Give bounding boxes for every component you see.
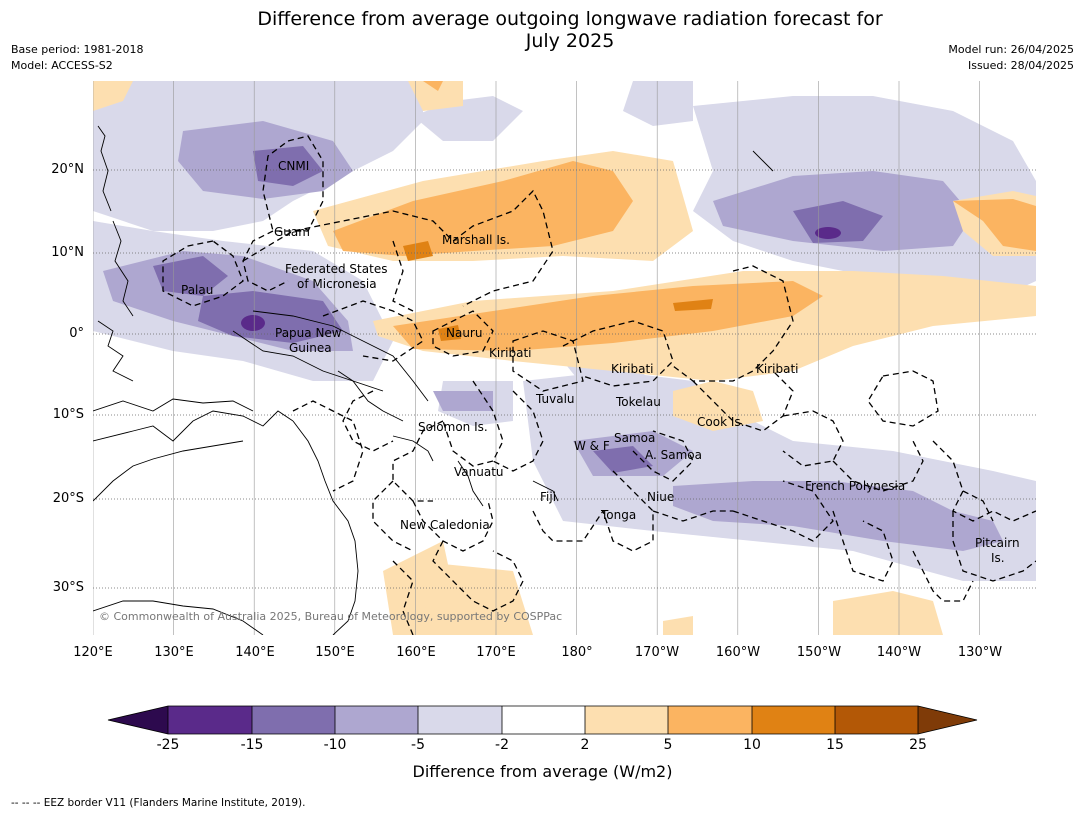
lon-label-150w: 150°W	[796, 645, 842, 660]
lon-label-120e: 120°E	[73, 645, 113, 660]
label-nauru: Nauru	[446, 326, 483, 340]
meta-right: Model run: 26/04/2025 Issued: 28/04/2025	[948, 42, 1074, 74]
label-cnmi: CNMI	[278, 159, 310, 173]
colorbar-tick-2: -10	[323, 737, 347, 753]
colorbar-tick-6: 5	[663, 737, 673, 753]
label-guam: Guam	[274, 225, 310, 239]
label-pitcairn-line1: Pitcairn	[975, 536, 1020, 550]
title-line-1: Difference from average outgoing longwav…	[257, 8, 883, 30]
label-kiribati-west: Kiribati	[489, 346, 532, 360]
lon-label-170w: 170°W	[634, 645, 680, 660]
colorbar	[107, 705, 978, 735]
anomaly-dark-orange	[403, 241, 713, 341]
lat-label-10n: 10°N	[51, 245, 84, 260]
label-cook: Cook Is.	[697, 415, 745, 429]
colorbar-tick-3: -5	[411, 737, 425, 753]
model-name: Model: ACCESS-S2	[11, 59, 113, 72]
label-png-line1: Papua New	[275, 326, 342, 340]
label-vanuatu: Vanuatu	[454, 465, 504, 479]
anomaly-mid-orange	[333, 81, 1036, 351]
label-niue: Niue	[647, 490, 675, 504]
colorbar-tick-9: 25	[909, 737, 927, 753]
colorbar-segment-2	[252, 706, 335, 734]
colorbar-segment-6	[585, 706, 668, 734]
meta-left: Base period: 1981-2018 Model: ACCESS-S2	[11, 42, 143, 74]
lat-label-10s: 10°S	[52, 407, 84, 422]
anomaly-deep-purple	[241, 227, 841, 331]
lon-label-130w: 130°W	[957, 645, 1003, 660]
label-marshall: Marshall Is.	[442, 233, 510, 247]
label-solomon: Solomon Is.	[418, 420, 488, 434]
colorbar-segment-1	[168, 706, 252, 734]
colorbar-dividers	[167, 706, 919, 734]
label-png-line2: Guinea	[289, 341, 332, 355]
lat-label-20n: 20°N	[51, 162, 84, 177]
base-period: Base period: 1981-2018	[11, 43, 144, 56]
label-kiribati-central: Kiribati	[611, 362, 654, 376]
colorbar-tick-5: 2	[580, 737, 590, 753]
colorbar-tick-1: -15	[240, 737, 264, 753]
lat-label-20s: 20°S	[52, 491, 84, 506]
colorbar-tick-8: 15	[826, 737, 844, 753]
label-fiji: Fiji	[540, 490, 557, 504]
model-run: Model run: 26/04/2025	[948, 43, 1074, 56]
label-tuvalu: Tuvalu	[536, 392, 575, 406]
label-french-polynesia: French Polynesia	[805, 479, 906, 493]
lon-label-130e: 130°E	[154, 645, 194, 660]
colorbar-label: Difference from average (W/m2)	[412, 762, 673, 781]
latitude-gridlines	[93, 169, 1036, 589]
label-wallis-futuna: W & F	[574, 439, 610, 453]
label-fsm-line2: of Micronesia	[297, 277, 377, 291]
lon-label-160e: 160°E	[396, 645, 436, 660]
colorbar-extend-high	[918, 706, 977, 734]
coastlines	[93, 125, 774, 635]
colorbar-tick-4: -2	[495, 737, 509, 753]
title-line-2: July 2025	[525, 30, 615, 52]
map-panel	[93, 81, 1036, 635]
label-kiribati-east: Kiribati	[756, 362, 799, 376]
colorbar-segment-3	[335, 706, 418, 734]
label-tokelau: Tokelau	[616, 395, 661, 409]
lon-label-160w: 160°W	[715, 645, 761, 660]
chart-title: Difference from average outgoing longwav…	[0, 8, 1085, 52]
lon-label-150e: 150°E	[315, 645, 355, 660]
colorbar-segment-7	[668, 706, 752, 734]
colorbar-tick-7: 10	[743, 737, 761, 753]
label-palau: Palau	[181, 283, 214, 297]
eez-footer-note: -- -- -- EEZ border V11 (Flanders Marine…	[11, 797, 306, 809]
label-american-samoa: A. Samoa	[645, 448, 702, 462]
colorbar-segment-8	[752, 706, 835, 734]
lon-label-180: 180°	[561, 645, 593, 660]
lon-label-170e: 170°E	[476, 645, 516, 660]
label-pitcairn-line2: Is.	[991, 551, 1005, 565]
map-svg	[93, 81, 1036, 635]
copyright-notice: © Commonwealth of Australia 2025, Bureau…	[99, 610, 563, 623]
colorbar-segment-5	[502, 706, 585, 734]
lon-label-140w: 140°W	[876, 645, 922, 660]
lat-label-0: 0°	[69, 326, 84, 341]
colorbar-tick-0: -25	[156, 737, 180, 753]
label-samoa: Samoa	[614, 431, 656, 445]
anomaly-dark-purple	[153, 146, 883, 473]
colorbar-segment-4	[418, 706, 502, 734]
eez-borders	[162, 135, 1036, 635]
label-fsm-line1: Federated States	[285, 262, 388, 276]
label-tonga: Tonga	[601, 508, 637, 522]
label-new-caledonia: New Caledonia	[400, 518, 490, 532]
colorbar-segment-9	[835, 706, 918, 734]
colorbar-extend-low	[108, 706, 168, 734]
lat-label-30s: 30°S	[52, 580, 84, 595]
issued-date: Issued: 28/04/2025	[967, 59, 1074, 72]
lon-label-140e: 140°E	[235, 645, 275, 660]
